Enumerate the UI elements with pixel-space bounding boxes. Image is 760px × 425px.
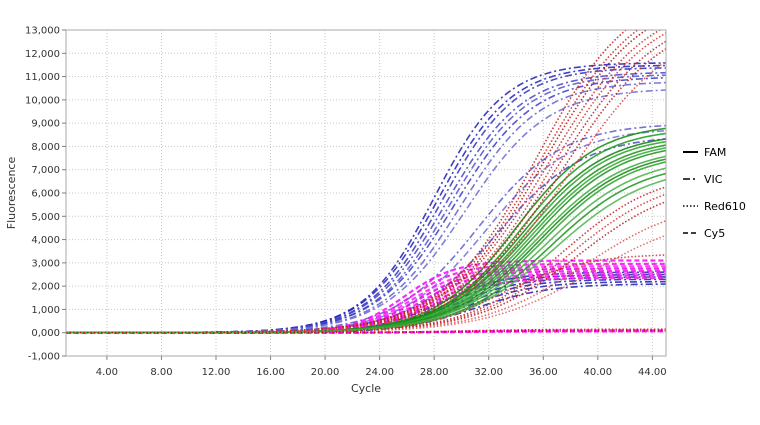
y-tick-label: 12,000 (25, 49, 60, 60)
y-tick-label: -1,000 (28, 352, 60, 363)
series-lines (66, 30, 666, 334)
y-tick-label: 10,000 (25, 95, 60, 106)
y-tick-label: 8,000 (31, 142, 60, 153)
legend: FAM VIC Red610 Cy5 (683, 146, 746, 240)
y-tick-label: 11,000 (25, 72, 60, 83)
legend-label: Red610 (704, 200, 746, 213)
series-line-red610 (66, 30, 639, 334)
x-tick-label: 24.00 (365, 367, 394, 378)
y-tick-label: 6,000 (31, 189, 60, 200)
y-tick-label: 4,000 (31, 235, 60, 246)
legend-label: VIC (704, 173, 723, 186)
legend-label: Cy5 (704, 227, 725, 240)
y-tick-label: 3,000 (31, 258, 60, 269)
x-tick-label: 4.00 (96, 367, 118, 378)
x-tick-label: 44.00 (638, 367, 667, 378)
series-line-fam (66, 178, 666, 334)
series-line-red610 (66, 186, 666, 334)
x-axis-ticks: 4.00 8.00 12.00 16.00 20.00 24.00 28.00 32.00 36… (96, 356, 667, 378)
y-axis-ticks: -1,000 0,000 1,000 2,000 3,000 4,000 5,000 6,00… (25, 26, 66, 363)
y-axis-label: Fluorescence (5, 157, 18, 230)
series-line-red610 (66, 193, 666, 334)
x-tick-label: 32.00 (474, 367, 503, 378)
x-tick-label: 28.00 (420, 367, 449, 378)
legend-label: FAM (704, 146, 726, 159)
y-tick-label: 13,000 (25, 26, 60, 37)
x-tick-label: 36.00 (529, 367, 558, 378)
series-line-red610 (66, 200, 666, 334)
x-tick-label: 40.00 (583, 367, 612, 378)
series-line-red610 (66, 48, 666, 334)
y-tick-label: 9,000 (31, 119, 60, 130)
series-line-red610 (66, 32, 666, 334)
x-tick-label: 12.00 (202, 367, 231, 378)
y-tick-label: 0,000 (31, 328, 60, 339)
x-tick-label: 8.00 (150, 367, 172, 378)
x-tick-label: 20.00 (311, 367, 340, 378)
y-tick-label: 5,000 (31, 212, 60, 223)
y-tick-label: 2,000 (31, 282, 60, 293)
series-line-red610 (66, 40, 666, 334)
y-tick-label: 7,000 (31, 165, 60, 176)
y-tick-label: 1,000 (31, 305, 60, 316)
series-line-red610 (66, 254, 666, 334)
x-axis-label: Cycle (351, 382, 381, 395)
x-tick-label: 16.00 (256, 367, 285, 378)
